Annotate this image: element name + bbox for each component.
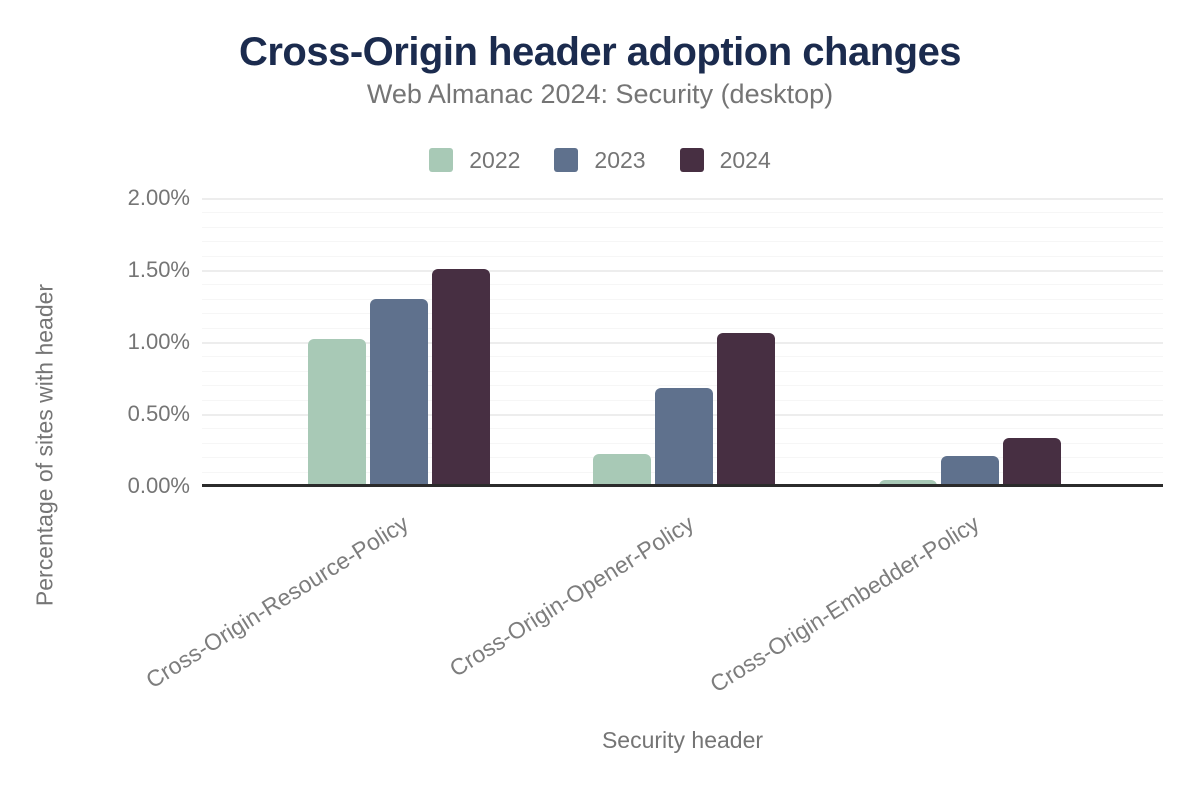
legend-item-2024: 2024: [679, 146, 771, 174]
bar-2024-cross-origin-opener-policy: [717, 333, 775, 486]
bar-2024-cross-origin-resource-policy: [432, 269, 490, 486]
bar-2024-cross-origin-embedder-policy: [1003, 438, 1061, 486]
bar-2023-cross-origin-embedder-policy: [941, 456, 999, 486]
bar-2023-cross-origin-opener-policy: [655, 388, 713, 486]
legend-label: 2024: [719, 146, 771, 173]
x-category-label: Cross-Origin-Resource-Policy: [141, 510, 413, 694]
gridline-minor: [202, 241, 1163, 242]
y-tick-label: 1.00%: [127, 329, 190, 354]
gridline-minor: [202, 299, 1163, 300]
x-category-label: Cross-Origin-Opener-Policy: [444, 510, 698, 682]
chart-subtitle: Web Almanac 2024: Security (desktop): [366, 79, 834, 109]
legend: 2022 2023 2024: [0, 146, 1200, 174]
plot-area: [202, 198, 1163, 487]
y-tick-label: 2.00%: [127, 185, 190, 210]
gridline-minor: [202, 371, 1163, 372]
bar-2023-cross-origin-resource-policy: [370, 299, 428, 486]
gridline-minor: [202, 227, 1163, 228]
bar-2022-cross-origin-opener-policy: [593, 454, 651, 486]
legend-label: 2022: [469, 146, 521, 173]
chart-title: Cross-Origin header adoption changes: [238, 30, 962, 74]
x-axis-line: [202, 484, 1163, 487]
gridline-minor: [202, 356, 1163, 357]
y-tick-label: 0.50%: [127, 401, 190, 426]
gridline-minor: [202, 284, 1163, 285]
gridline-minor: [202, 256, 1163, 257]
gridline-minor: [202, 212, 1163, 213]
legend-swatch-2022: [429, 148, 454, 172]
gridline-major: [202, 342, 1163, 344]
gridline-major: [202, 198, 1163, 200]
gridline-minor: [202, 328, 1163, 329]
x-category-label: Cross-Origin-Embedder-Policy: [705, 510, 984, 698]
legend-label: 2023: [594, 146, 646, 173]
legend-item-2023: 2023: [554, 146, 646, 174]
bar-2022-cross-origin-embedder-policy: [879, 480, 937, 486]
gridline-minor: [202, 313, 1163, 314]
bar-2022-cross-origin-resource-policy: [308, 339, 366, 486]
x-axis-title: Security header: [601, 727, 764, 753]
legend-swatch-2024: [679, 148, 704, 172]
y-axis-title: Percentage of sites with header: [31, 283, 58, 607]
gridline-major: [202, 270, 1163, 272]
legend-item-2022: 2022: [429, 147, 520, 174]
y-tick-label: 0.00%: [127, 473, 190, 498]
legend-swatch-2023: [554, 148, 579, 172]
y-tick-label: 1.50%: [127, 257, 190, 282]
gridline-minor: [202, 385, 1163, 386]
